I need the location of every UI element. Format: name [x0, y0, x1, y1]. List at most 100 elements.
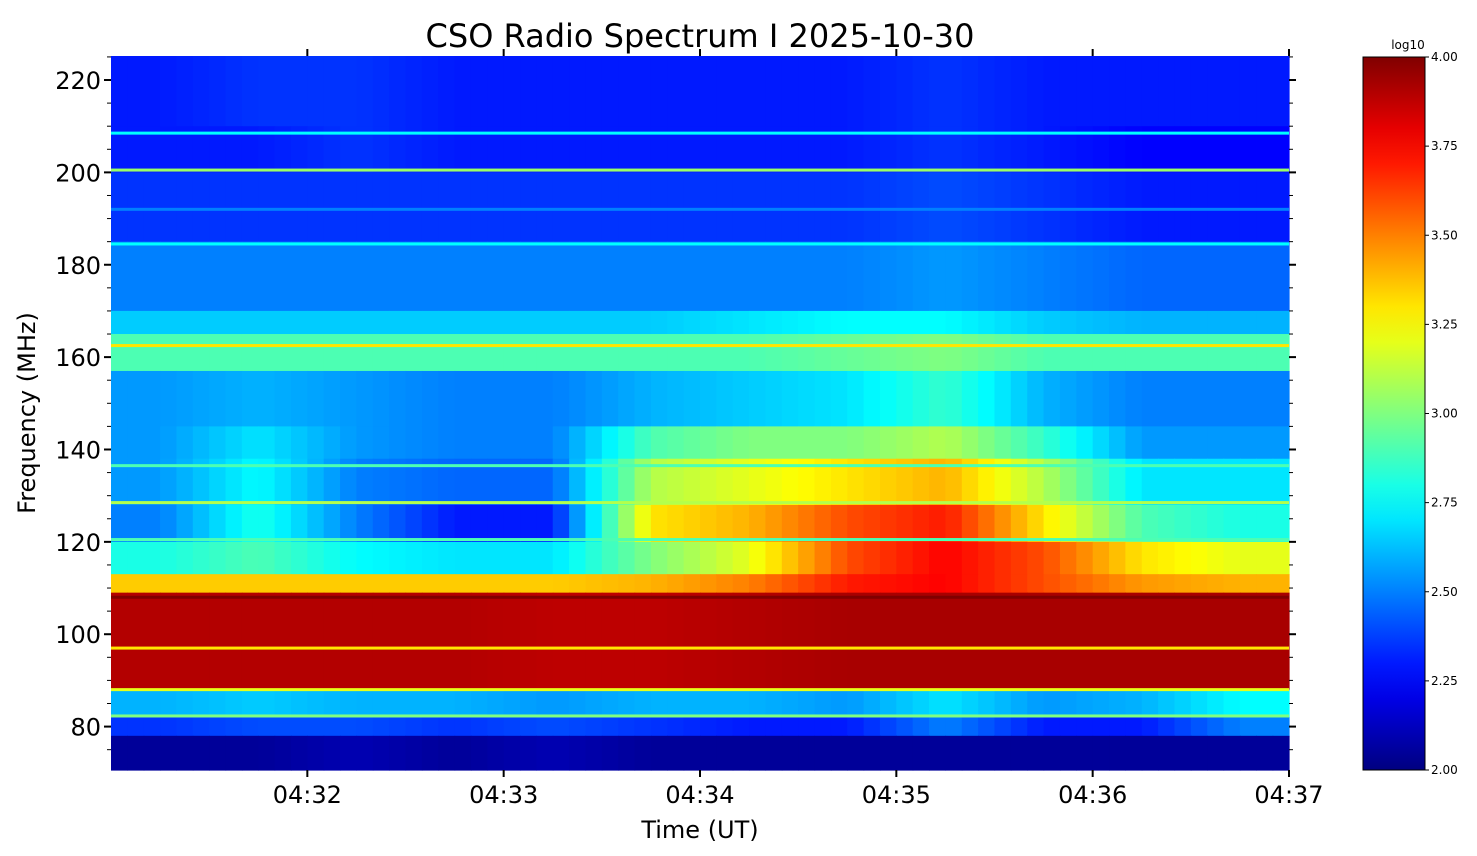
heatmap-cell: [1141, 334, 1159, 372]
heatmap-cell: [520, 56, 537, 127]
heatmap-cell: [569, 592, 587, 691]
heatmap-cell: [323, 735, 341, 771]
heatmap-cell: [1043, 458, 1061, 506]
heatmap-cell: [1174, 172, 1192, 243]
heatmap-cell: [536, 334, 554, 372]
heatmap-cell: [798, 689, 816, 718]
heatmap-cell: [945, 504, 963, 543]
heatmap-cell: [503, 56, 521, 127]
heatmap-cell: [929, 541, 947, 575]
heatmap-cell: [438, 56, 456, 127]
heatmap-cell: [863, 56, 881, 127]
heatmap-cell: [258, 370, 276, 427]
heatmap-cell: [487, 717, 505, 737]
heatmap-cell: [1174, 241, 1192, 312]
heatmap-cell: [1272, 126, 1290, 173]
heatmap-cell: [470, 574, 488, 594]
colorbar-tick-label: 3.50: [1431, 228, 1458, 242]
heatmap-cell: [340, 458, 358, 506]
heatmap-cell: [1076, 126, 1094, 173]
heatmap-cell: [765, 689, 783, 718]
heatmap-cell: [781, 241, 799, 312]
heatmap-cell: [749, 592, 767, 691]
heatmap-cell: [945, 56, 963, 127]
heatmap-cell: [1272, 689, 1290, 718]
heatmap-cell: [945, 310, 963, 335]
heatmap-cell: [863, 370, 881, 427]
heatmap-cell: [749, 310, 767, 335]
heatmap-cell: [1010, 426, 1028, 460]
heatmap-cell: [1109, 310, 1126, 335]
heatmap-cell: [192, 126, 210, 173]
heatmap-cell: [650, 689, 668, 718]
x-tick-label: 04:37: [1254, 781, 1323, 809]
heatmap-cell: [1092, 717, 1110, 737]
heatmap-cell: [389, 334, 407, 372]
heatmap-cell: [700, 172, 717, 243]
heatmap-cell: [1207, 172, 1225, 243]
heatmap-cell: [683, 310, 701, 335]
heatmap-cell: [356, 735, 374, 771]
heatmap-cell: [1092, 735, 1110, 771]
heatmap-cell: [716, 504, 734, 543]
heatmap-cell: [1174, 426, 1192, 460]
heatmap-cell: [830, 241, 848, 312]
heatmap-cell: [896, 310, 914, 335]
heatmap-cell: [421, 504, 439, 543]
heatmap-cell: [372, 592, 390, 691]
heatmap-cell: [307, 426, 325, 460]
heatmap-cell: [536, 458, 554, 506]
heatmap-cell: [143, 735, 161, 771]
heatmap-line: [111, 501, 1289, 505]
heatmap-cell: [700, 541, 717, 575]
heatmap-cell: [650, 717, 668, 737]
heatmap-cell: [732, 426, 750, 460]
heatmap-cell: [160, 370, 178, 427]
heatmap-cell: [847, 592, 865, 691]
heatmap-cell: [241, 126, 259, 173]
y-tick-label: 220: [55, 67, 101, 95]
heatmap-cell: [258, 241, 276, 312]
heatmap-cell: [569, 735, 587, 771]
heatmap-cell: [405, 426, 423, 460]
heatmap-cell: [160, 241, 178, 312]
heatmap-cell: [1125, 689, 1143, 718]
heatmap-cell: [912, 541, 930, 575]
heatmap-cell: [912, 504, 930, 543]
heatmap-cell: [143, 334, 161, 372]
heatmap-cell: [503, 334, 521, 372]
heatmap-cell: [1027, 334, 1045, 372]
heatmap-cell: [765, 592, 783, 691]
heatmap-cell: [798, 574, 816, 594]
heatmap-cell: [1223, 541, 1241, 575]
heatmap-cell: [1092, 334, 1110, 372]
heatmap-cell: [569, 172, 587, 243]
heatmap-cell: [634, 426, 652, 460]
heatmap-cell: [258, 592, 276, 691]
heatmap-cell: [1239, 426, 1257, 460]
heatmap-cell: [830, 717, 848, 737]
heatmap-cell: [127, 126, 145, 173]
heatmap-cell: [1158, 541, 1176, 575]
heatmap-cell: [961, 458, 979, 506]
heatmap-cell: [879, 458, 897, 506]
heatmap-cell: [634, 172, 652, 243]
heatmap-cell: [340, 172, 358, 243]
heatmap-cell: [520, 241, 537, 312]
heatmap-cell: [700, 574, 717, 594]
heatmap-cell: [143, 574, 161, 594]
heatmap-cell: [389, 172, 407, 243]
heatmap-cell: [1043, 370, 1061, 427]
heatmap-cell: [781, 172, 799, 243]
heatmap-cell: [503, 717, 521, 737]
heatmap-cell: [421, 735, 439, 771]
heatmap-cell: [1158, 574, 1176, 594]
heatmap-cell: [192, 370, 210, 427]
heatmap-cell: [225, 735, 243, 771]
heatmap-cell: [503, 574, 521, 594]
heatmap-cell: [847, 458, 865, 506]
heatmap-cell: [143, 241, 161, 312]
heatmap-cell: [307, 458, 325, 506]
heatmap-cell: [1027, 241, 1045, 312]
heatmap-cell: [749, 504, 767, 543]
